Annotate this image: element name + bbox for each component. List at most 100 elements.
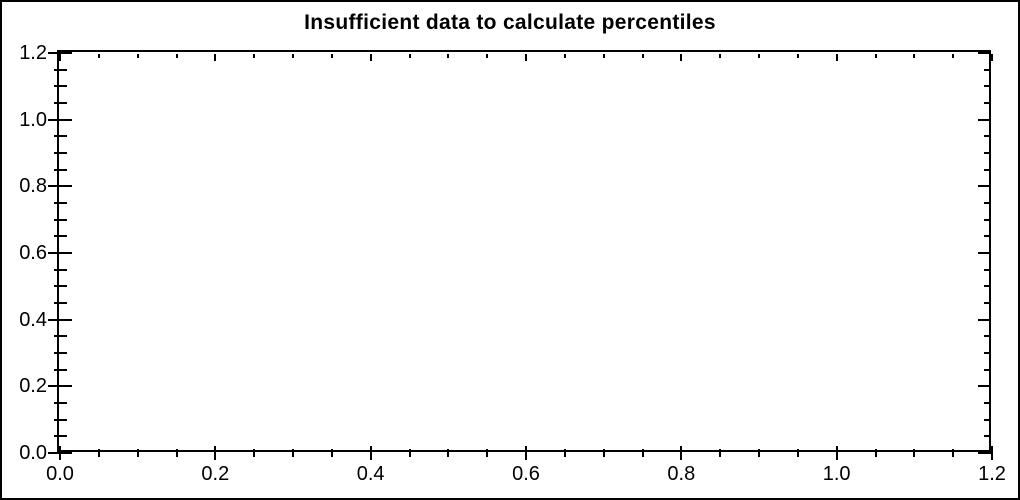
x-minor-tick-bottom	[602, 449, 605, 457]
y-minor-tick-right	[984, 68, 991, 71]
x-minor-tick-bottom	[330, 449, 333, 457]
y-tick-label: 1.0	[19, 108, 47, 131]
x-major-tick-top	[369, 54, 372, 61]
y-minor-tick-right	[984, 435, 991, 438]
x-minor-tick-top	[408, 54, 411, 58]
x-major-tick-bottom	[369, 446, 372, 460]
y-major-tick-left	[48, 118, 72, 121]
x-major-tick-bottom	[991, 446, 993, 460]
x-minor-tick-top	[563, 54, 566, 58]
x-minor-tick-bottom	[719, 449, 722, 457]
x-major-tick-top	[835, 54, 838, 61]
x-minor-tick-top	[641, 54, 644, 58]
x-major-tick-bottom	[680, 446, 683, 460]
x-major-tick-top	[59, 54, 61, 61]
x-major-tick-top	[525, 54, 527, 61]
x-tick-label: 0.6	[512, 463, 540, 485]
x-minor-tick-top	[758, 54, 760, 58]
y-minor-tick-left	[53, 402, 67, 404]
y-minor-tick-right	[984, 235, 991, 238]
y-minor-tick-right	[984, 135, 991, 138]
y-major-tick-right	[978, 118, 991, 121]
y-minor-tick-left	[53, 102, 67, 104]
y-tick-label: 1.2	[19, 42, 47, 64]
x-tick-label: 1.2	[978, 463, 1006, 485]
x-minor-tick-bottom	[97, 449, 100, 457]
x-minor-tick-bottom	[874, 449, 877, 457]
y-minor-tick-right	[984, 202, 991, 204]
y-minor-tick-left	[53, 268, 67, 271]
y-tick-label: 0.8	[19, 175, 47, 198]
y-minor-tick-right	[984, 368, 991, 371]
x-major-tick-top	[680, 54, 683, 61]
y-minor-tick-left	[53, 235, 67, 238]
y-minor-tick-left	[53, 418, 67, 421]
y-major-tick-right	[978, 452, 991, 454]
y-major-tick-left	[48, 452, 72, 454]
x-minor-tick-top	[913, 54, 916, 58]
y-minor-tick-left	[53, 368, 67, 371]
x-minor-tick-bottom	[641, 449, 644, 457]
y-major-tick-left	[48, 385, 72, 388]
x-major-tick-bottom	[214, 446, 217, 460]
x-minor-tick-top	[136, 54, 139, 58]
x-minor-tick-bottom	[952, 449, 955, 457]
y-minor-tick-left	[53, 335, 67, 338]
y-minor-tick-right	[984, 418, 991, 421]
y-minor-tick-left	[53, 285, 67, 288]
x-major-tick-bottom	[835, 446, 838, 460]
x-minor-tick-bottom	[563, 449, 566, 457]
x-minor-tick-bottom	[758, 449, 760, 457]
x-minor-tick-bottom	[136, 449, 139, 457]
y-tick-label: 0.6	[19, 242, 47, 264]
y-major-tick-right	[978, 52, 991, 54]
y-minor-tick-right	[984, 268, 991, 271]
y-minor-tick-left	[53, 168, 67, 171]
y-minor-tick-right	[984, 302, 991, 304]
y-minor-tick-left	[53, 68, 67, 71]
x-major-tick-top	[214, 54, 217, 61]
y-minor-tick-left	[53, 218, 67, 221]
y-minor-tick-right	[984, 352, 991, 354]
y-minor-tick-left	[53, 135, 67, 138]
x-minor-tick-bottom	[175, 449, 178, 457]
y-major-tick-right	[978, 185, 991, 188]
x-minor-tick-bottom	[913, 449, 916, 457]
y-minor-tick-right	[984, 335, 991, 338]
x-minor-tick-top	[447, 54, 450, 58]
x-tick-label: 0.0	[46, 463, 74, 485]
y-major-tick-left	[48, 318, 72, 321]
y-major-tick-left	[48, 52, 72, 54]
x-minor-tick-bottom	[253, 449, 256, 457]
x-minor-tick-bottom	[447, 449, 450, 457]
y-minor-tick-right	[984, 152, 991, 154]
x-tick-label: 0.2	[201, 463, 230, 485]
x-minor-tick-bottom	[292, 449, 294, 457]
x-tick-label: 0.8	[667, 463, 696, 485]
y-minor-tick-right	[984, 85, 991, 88]
y-major-tick-left	[48, 185, 72, 188]
x-minor-tick-top	[292, 54, 294, 58]
y-major-tick-left	[48, 252, 72, 254]
y-minor-tick-right	[984, 285, 991, 288]
y-minor-tick-right	[984, 168, 991, 171]
x-minor-tick-top	[874, 54, 877, 58]
x-minor-tick-top	[175, 54, 178, 58]
x-minor-tick-bottom	[796, 449, 799, 457]
x-minor-tick-top	[952, 54, 955, 58]
y-major-tick-right	[978, 385, 991, 388]
y-minor-tick-right	[984, 102, 991, 104]
x-minor-tick-bottom	[408, 449, 411, 457]
y-minor-tick-right	[984, 402, 991, 404]
x-minor-tick-top	[796, 54, 799, 58]
x-minor-tick-top	[330, 54, 333, 58]
y-major-tick-right	[978, 252, 991, 254]
y-major-tick-right	[978, 318, 991, 321]
y-minor-tick-left	[53, 85, 67, 88]
x-tick-label: 0.4	[356, 463, 385, 485]
y-minor-tick-left	[53, 202, 67, 204]
x-minor-tick-top	[253, 54, 256, 58]
y-tick-label: 0.4	[19, 308, 47, 331]
y-tick-label: 0.0	[19, 442, 47, 464]
